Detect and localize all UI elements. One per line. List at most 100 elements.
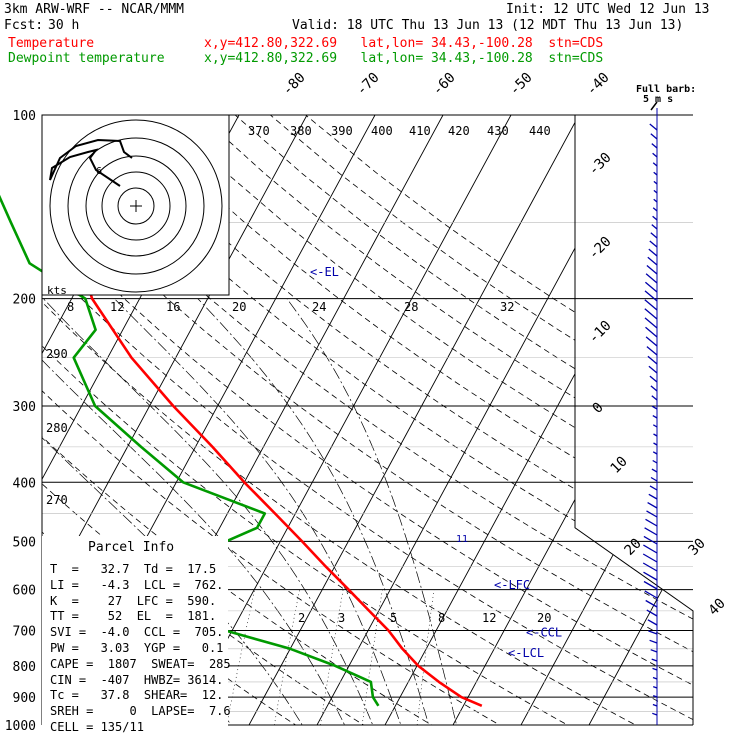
wind-barb [652,207,658,212]
theta-label: 410 [409,124,431,138]
wind-barb [645,599,658,608]
isotherm-label: -30 [586,150,615,179]
theta-label: 430 [487,124,509,138]
isotherm-line [445,115,693,725]
wind-barb [644,308,658,320]
dry-adiabat [199,115,693,725]
wind-barb [648,630,658,635]
mixing-ratio-label: 2 [298,611,305,625]
wind-barb [647,256,658,266]
parcel-info-row: CELL = 135/11 [50,720,144,734]
theta-lower-label: 270 [46,493,68,507]
wind-barb [642,553,658,563]
dry-adiabat [42,115,693,725]
mixing-ratio-line [320,589,344,725]
isotherm-label: -40 [584,70,613,99]
wind-barb [646,265,658,275]
wind-barb [651,224,658,230]
wind-barb [653,189,658,194]
mixing-ratio-line [416,589,435,725]
theta-label: 400 [371,124,393,138]
parcel-info-row: SREH = 0 LAPSE= 7.6 [50,704,231,719]
hodograph-ring [49,119,223,293]
wind-barb [652,415,658,419]
level-annotation: <-CCL [526,625,562,639]
wind-barb [652,215,658,221]
wind-barb [646,609,658,617]
wind-barb [648,248,658,257]
isotherm-label: -60 [430,70,459,99]
hodograph-speed-label: 20 [232,300,246,314]
wind-barb [642,562,658,572]
pressure-tick-label: 900 [13,691,36,706]
dew-legend-info: x,y=412.80,322.69 lat,lon= 34.43,-100.28… [204,51,604,66]
temp-legend-info: x,y=412.80,322.69 lat,lon= 34.43,-100.28… [204,36,604,51]
wind-barb [653,171,658,176]
wind-barb [652,667,658,671]
parcel-info-row: LI = -4.3 LCL = 762. [50,577,224,592]
isotherm-line [42,115,308,725]
wind-barb [644,317,658,329]
theta-label: 390 [331,124,353,138]
wind-barb [651,395,658,401]
wind-barb [652,712,658,716]
theta-label: 440 [529,124,551,138]
model-title: 3km ARW-WRF -- NCAR/MMM [4,2,185,17]
moist-adiabat [43,298,379,725]
mixing-ratio-label: 3 [338,611,345,625]
mixing-ratio-label: 12 [482,611,496,625]
isotherm-line [581,115,693,725]
parcel-info-row: Tc = 37.8 SHEAR= 12. [50,688,224,703]
isotherm-line [173,115,512,725]
isotherm-label: -50 [507,70,536,99]
wind-barb [649,123,658,131]
pressure-tick-label: 600 [13,584,36,599]
wind-barb [647,355,658,365]
dry-adiabat [234,115,693,725]
pressure-tick-label: 100 [13,109,36,124]
dry-adiabat [42,115,661,725]
hodograph-speed-label: 28 [404,300,418,314]
parcel-info-row: PW = 3.03 YGP = 0.1 [50,641,224,655]
hodograph-speed-label: 24 [312,300,326,314]
hodograph-trace [49,138,133,187]
dry-adiabat [42,115,693,725]
hodograph-ring [85,155,187,257]
init-time: Init: 12 UTC Wed 12 Jun 13 [506,2,710,17]
dry-adiabat [42,115,693,725]
wind-barb [648,365,658,374]
parcel-info-row: T = 32.7 Td = 17.5 [50,562,217,576]
isotherm-line [309,115,648,725]
moist-adiabat [286,298,460,725]
wind-barb [652,459,658,464]
hodograph-ring [67,137,205,275]
fcst-value: 30 h [48,18,80,33]
mixing-ratio-label: 5 [390,611,397,625]
dry-adiabat [42,115,454,725]
wind-barb [643,544,658,554]
isotherm-line [513,115,693,725]
isotherm-label: 40 [706,596,729,619]
pressure-tick-label: 400 [13,476,36,491]
wind-barb [652,451,658,455]
parcel-info-row: CIN = -407 HWBZ= 3614. [50,672,224,687]
isotherm-label: 10 [608,454,631,477]
hodograph-speed-label: 32 [500,300,514,314]
wind-barb [644,281,658,293]
level-annotation: <-LCL [508,646,544,660]
theta-label: 420 [448,124,470,138]
dry-adiabat [305,115,693,725]
wind-barb [645,518,658,527]
mixing-ratio-line [226,589,255,725]
wind-barb [653,442,658,446]
isotherm-label: -70 [354,70,383,99]
dew-legend-label: Dewpoint temperature [8,51,165,66]
isotherm-label: -10 [586,318,615,347]
wind-barb [651,405,658,410]
mixing-ratio-line [274,589,300,725]
wind-barb [652,694,658,698]
isotherm-line [241,115,580,725]
wind-barb [644,527,658,536]
hodograph: 6 [41,114,230,296]
wind-barb [653,198,658,203]
